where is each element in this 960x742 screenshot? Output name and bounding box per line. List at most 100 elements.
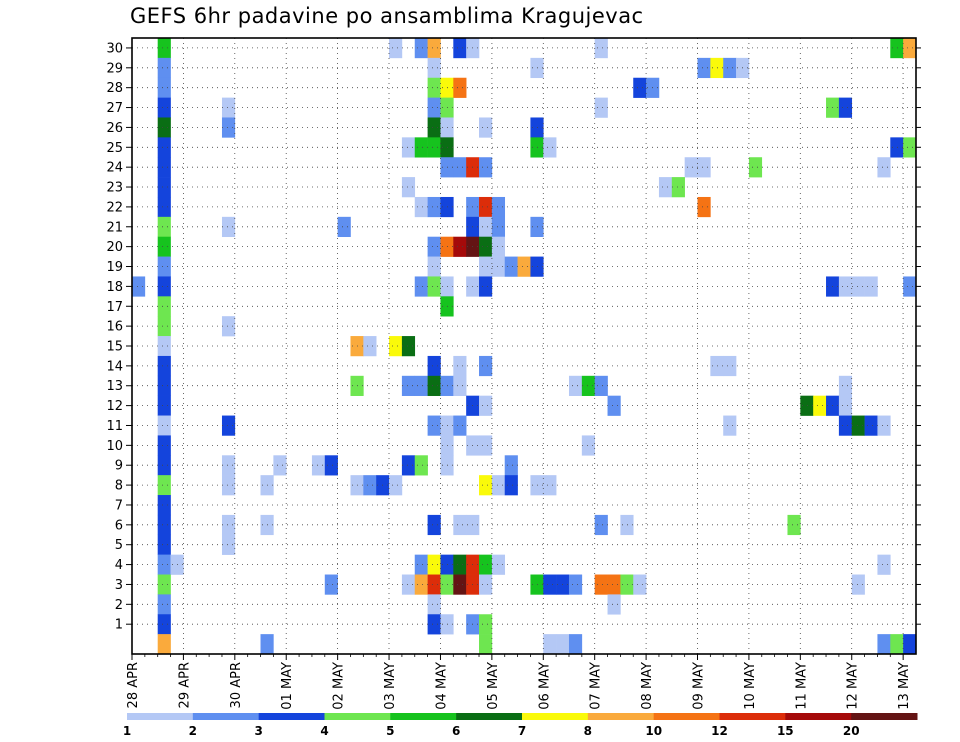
heatmap-cell — [157, 177, 171, 198]
heatmap-cell — [401, 137, 416, 158]
heatmap-cell — [851, 574, 865, 595]
heatmap-cell — [273, 455, 287, 476]
x-tick-label: 29 APR — [177, 662, 192, 708]
heatmap-cell — [453, 77, 467, 98]
heatmap-cell — [504, 475, 518, 496]
heatmap-cell — [479, 196, 493, 218]
heatmap-cell — [427, 554, 441, 575]
heatmap-cell — [157, 495, 171, 516]
y-tick-label: 4 — [115, 558, 123, 573]
heatmap-cell — [221, 534, 236, 555]
heatmap-cell — [157, 137, 171, 158]
heatmap-cell — [903, 276, 917, 297]
y-tick-label: 1 — [115, 618, 123, 633]
heatmap-cell — [157, 634, 171, 655]
heatmap-cell — [401, 574, 416, 595]
heatmap-cell — [157, 196, 171, 218]
heatmap-cell — [427, 355, 441, 377]
heatmap-cell — [813, 395, 827, 416]
heatmap-cell — [453, 554, 467, 575]
heatmap-cell — [157, 117, 171, 138]
colorbar-label: 15 — [777, 724, 794, 738]
colorbar-swatch — [390, 713, 457, 720]
heatmap-cell — [157, 77, 171, 98]
x-tick-label: 11 MAY — [794, 662, 809, 710]
heatmap-cell — [221, 475, 236, 496]
heatmap-cell — [157, 395, 171, 416]
heatmap-cell — [568, 634, 583, 655]
x-tick-label: 09 MAY — [692, 662, 707, 710]
colorbar-swatch — [653, 713, 720, 720]
colorbar-swatch — [851, 713, 918, 720]
heatmap-cell — [479, 117, 493, 138]
heatmap-cell — [787, 514, 801, 536]
y-tick-label: 21 — [106, 220, 123, 235]
y-tick-label: 14 — [106, 359, 123, 374]
heatmap-cell — [363, 475, 377, 496]
heatmap-cell — [157, 256, 171, 277]
heatmap-cell — [581, 435, 595, 456]
heatmap-cell — [157, 97, 171, 118]
heatmap-cell — [453, 514, 467, 536]
heatmap-cell — [864, 276, 878, 297]
heatmap-cell — [221, 316, 236, 337]
y-tick-label: 7 — [115, 498, 123, 513]
heatmap-cell — [157, 57, 171, 79]
heatmap-cell — [697, 157, 711, 178]
heatmap-cell — [581, 375, 595, 396]
heatmap-cell — [491, 196, 506, 218]
heatmap-cell — [877, 554, 891, 575]
heatmap-cell — [157, 554, 171, 575]
heatmap-cell — [311, 455, 326, 476]
colorbar-swatch — [522, 713, 589, 720]
colorbar-swatch — [324, 713, 391, 720]
heatmap-cell — [491, 236, 506, 257]
heatmap-cell — [594, 97, 608, 118]
heatmap-cell — [427, 236, 441, 257]
heatmap-cell — [877, 415, 891, 436]
heatmap-cell — [427, 415, 441, 436]
heatmap-cell — [479, 574, 493, 595]
heatmap-cell — [453, 236, 467, 257]
heatmap-cell — [479, 634, 493, 655]
heatmap-cell — [903, 38, 917, 59]
heatmap-cell — [633, 574, 647, 595]
heatmap-cell — [414, 455, 428, 476]
heatmap-cell — [568, 574, 583, 595]
heatmap-cell — [684, 157, 698, 178]
heatmap-cell — [157, 415, 171, 436]
heatmap-cell — [389, 336, 403, 357]
heatmap-cell — [453, 157, 467, 178]
colorbar-label: 20 — [843, 724, 860, 738]
colorbar-label: 10 — [645, 724, 662, 738]
heatmap-cell — [427, 594, 441, 615]
heatmap-cell — [427, 514, 441, 536]
x-tick-label: 08 MAY — [640, 662, 655, 710]
heatmap-cell — [479, 256, 493, 277]
heatmap-cell — [414, 137, 428, 158]
heatmap-cell — [851, 276, 865, 297]
colorbar-label: 6 — [452, 724, 460, 738]
heatmap-cell — [594, 375, 608, 396]
y-tick-label: 24 — [106, 161, 123, 176]
heatmap-cell — [427, 38, 441, 59]
heatmap-cell — [838, 395, 853, 416]
heatmap-cell — [851, 415, 865, 436]
heatmap-cell — [903, 634, 917, 655]
heatmap-cell — [401, 455, 416, 476]
heatmap-cell — [221, 415, 236, 436]
heatmap-cell — [157, 216, 171, 238]
heatmap-cell — [491, 216, 506, 238]
heatmap-cell — [697, 196, 711, 218]
heatmap-cell — [877, 157, 891, 178]
y-tick-label: 9 — [115, 459, 123, 474]
heatmap-cell — [414, 276, 428, 297]
y-tick-label: 26 — [106, 121, 123, 136]
heatmap-cell — [453, 415, 467, 436]
heatmap-cell — [453, 38, 467, 59]
heatmap-cell — [568, 375, 583, 396]
heatmap-cell — [427, 375, 441, 396]
heatmap-cell — [838, 375, 853, 396]
y-tick-label: 30 — [106, 41, 123, 56]
heatmap-cell — [260, 634, 274, 655]
